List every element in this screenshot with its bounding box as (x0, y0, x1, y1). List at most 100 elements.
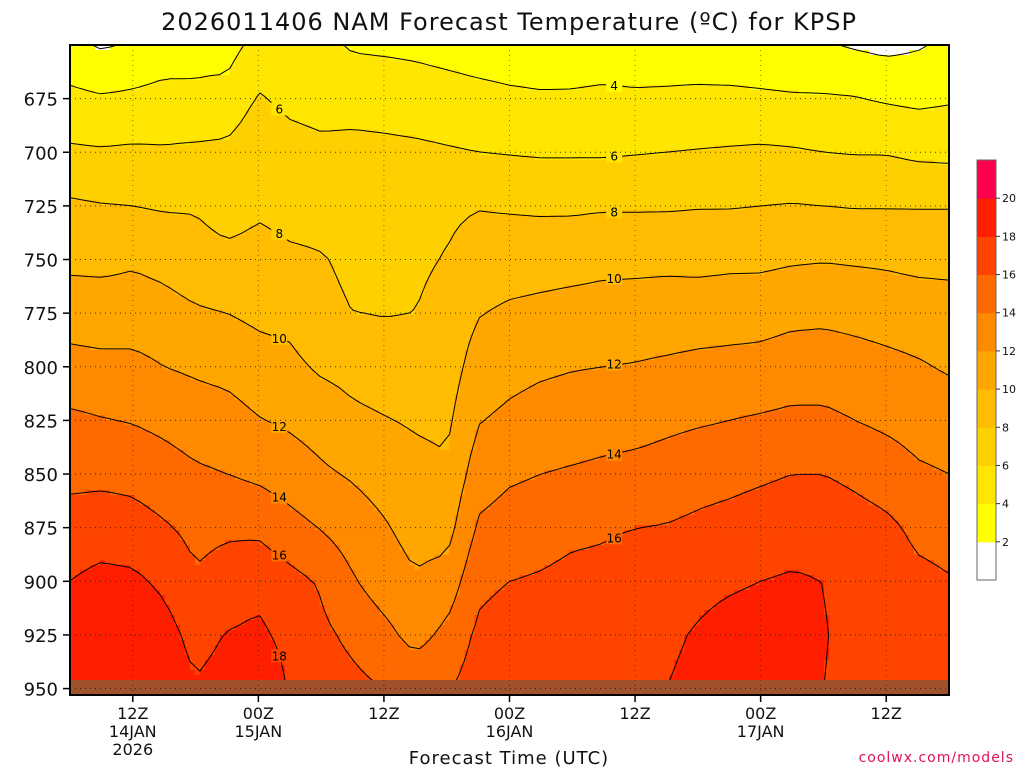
temperature-cell (105, 335, 111, 341)
temperature-cell (235, 335, 241, 341)
temperature-cell (200, 225, 206, 231)
temperature-cell (135, 175, 141, 181)
temperature-cell (145, 260, 151, 266)
temperature-cell (250, 400, 256, 406)
temperature-cell (200, 675, 206, 681)
temperature-cell (165, 155, 171, 161)
temperature-cell (150, 155, 156, 161)
temperature-cell (140, 435, 146, 441)
temperature-cell (220, 330, 226, 336)
temperature-cell (215, 625, 221, 631)
temperature-cell (200, 280, 206, 286)
temperature-cell (240, 185, 246, 191)
temperature-cell (220, 550, 226, 556)
temperature-cell (150, 240, 156, 246)
temperature-cell (120, 235, 126, 241)
temperature-cell (190, 500, 196, 506)
temperature-cell (250, 455, 256, 461)
temperature-cell (175, 315, 181, 321)
temperature-cell (230, 575, 236, 581)
temperature-cell (150, 500, 156, 506)
temperature-cell (200, 300, 206, 306)
temperature-cell (205, 375, 211, 381)
temperature-cell (185, 185, 191, 191)
temperature-cell (245, 410, 251, 416)
temperature-cell (105, 535, 111, 541)
temperature-cell (240, 445, 246, 451)
temperature-cell (175, 70, 181, 76)
temperature-cell (260, 120, 266, 126)
temperature-cell (225, 510, 231, 516)
temperature-cell (110, 85, 116, 91)
temperature-cell (120, 250, 126, 256)
temperature-cell (205, 625, 211, 631)
temperature-cell (160, 575, 166, 581)
temperature-cell (210, 95, 216, 101)
temperature-cell (170, 50, 176, 56)
temperature-cell (175, 195, 181, 201)
temperature-cell (235, 465, 241, 471)
temperature-cell (250, 110, 256, 116)
temperature-cell (235, 520, 241, 526)
temperature-cell (160, 585, 166, 591)
temperature-cell (200, 635, 206, 641)
temperature-cell (125, 295, 131, 301)
temperature-cell (165, 60, 171, 66)
temperature-cell (185, 190, 191, 196)
temperature-cell (105, 440, 111, 446)
temperature-cell (110, 220, 116, 226)
temperature-cell (195, 495, 201, 501)
temperature-cell (170, 180, 176, 186)
temperature-cell (200, 295, 206, 301)
temperature-cell (210, 515, 216, 521)
temperature-cell (145, 400, 151, 406)
temperature-cell (165, 560, 171, 566)
temperature-cell (110, 520, 116, 526)
temperature-cell (165, 100, 171, 106)
temperature-cell (225, 440, 231, 446)
temperature-cell (215, 130, 221, 136)
temperature-cell (220, 65, 226, 71)
temperature-cell (90, 660, 96, 666)
temperature-cell (255, 620, 261, 626)
temperature-cell (210, 330, 216, 336)
temperature-cell (225, 320, 231, 326)
temperature-cell (150, 555, 156, 561)
temperature-cell (80, 455, 86, 461)
temperature-cell (200, 350, 206, 356)
temperature-cell (195, 170, 201, 176)
temperature-cell (105, 210, 111, 216)
temperature-cell (195, 270, 201, 276)
temperature-cell (205, 455, 211, 461)
temperature-cell (105, 95, 111, 101)
temperature-cell (115, 245, 121, 251)
temperature-cell (220, 445, 226, 451)
temperature-cell (205, 240, 211, 246)
temperature-cell (135, 110, 141, 116)
temperature-cell (100, 285, 106, 291)
temperature-cell (105, 135, 111, 141)
temperature-cell (140, 80, 146, 86)
temperature-cell (260, 60, 266, 66)
temperature-cell (165, 175, 171, 181)
temperature-cell (175, 350, 181, 356)
temperature-cell (100, 600, 106, 606)
temperature-cell (155, 405, 161, 411)
temperature-cell (135, 285, 141, 291)
chart-title: 2026011406 NAM Forecast Temperature (ºC)… (161, 8, 857, 36)
temperature-cell (165, 95, 171, 101)
temperature-cell (195, 440, 201, 446)
temperature-cell (205, 480, 211, 486)
temperature-cell (175, 430, 181, 436)
temperature-cell (120, 515, 126, 521)
temperature-cell (195, 590, 201, 596)
temperature-cell (205, 605, 211, 611)
temperature-cell (85, 605, 91, 611)
temperature-cell (215, 615, 221, 621)
temperature-cell (125, 505, 131, 511)
temperature-cell (175, 160, 181, 166)
temperature-cell (145, 280, 151, 286)
temperature-cell (255, 245, 261, 251)
temperature-cell (75, 225, 81, 231)
temperature-cell (230, 135, 236, 141)
